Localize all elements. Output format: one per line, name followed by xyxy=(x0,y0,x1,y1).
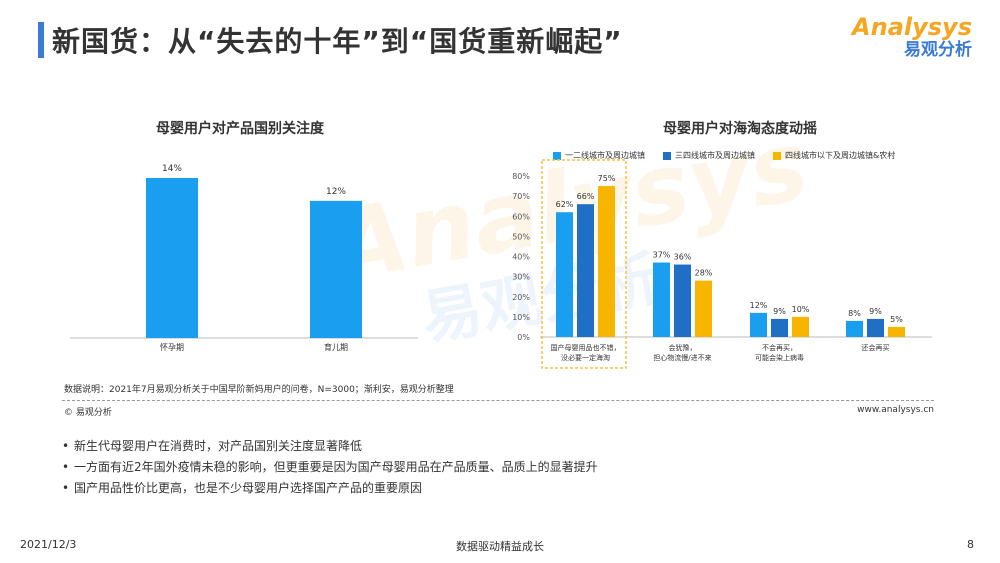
right-bar-s2-c2 xyxy=(674,264,691,337)
legend-item-2: 三四线城市及周边城镇 xyxy=(663,150,755,161)
legend-swatch-1 xyxy=(553,151,561,160)
highlight-box xyxy=(541,159,627,369)
data-note: 数据说明：2021年7月易观分析关于中国早阶新妈用户的问卷，N=3000；渐利安… xyxy=(64,385,454,395)
right-bar-s2-c1 xyxy=(577,204,594,337)
right-category-label-1-2: 没必要一定海淘 xyxy=(561,353,610,362)
right-category-label-1-1: 国产母婴用品也不错， xyxy=(551,343,621,352)
left-category-label-1: 怀孕期 xyxy=(160,342,184,352)
right-bar-s3-c4 xyxy=(888,326,905,337)
bullet-item: • 国产用品性价比更高，也是不少母婴用户选择国产产品的重要原因 xyxy=(62,481,423,495)
right-y-tick-3: 30% xyxy=(512,273,530,282)
right-bar-value-s2-c4: 9% xyxy=(869,307,882,316)
right-bar-s3-c3 xyxy=(792,316,809,337)
right-bar-value-s2-c3: 9% xyxy=(773,307,786,316)
copyright: © 易观分析 xyxy=(64,408,112,418)
divider xyxy=(62,400,934,402)
right-bar-value-s1-c1: 62% xyxy=(556,200,574,209)
right-bar-value-s2-c1: 66% xyxy=(577,192,595,201)
right-bar-s1-c2 xyxy=(653,262,670,337)
legend-swatch-3 xyxy=(773,151,781,160)
bullet-text-2: 一方面有近2年国外疫情未稳的影响，但更重要是因为国产母婴用品在产品质量、品质上的… xyxy=(74,460,598,474)
legend-swatch-2 xyxy=(663,151,671,160)
brand-logo: Analysys 易观分析 xyxy=(852,14,972,60)
right-y-tick-1: 10% xyxy=(512,313,530,322)
right-category-label-4-1: 还会再买 xyxy=(862,343,890,352)
legend-item-3: 四线城市以下及周边城镇&农村 xyxy=(773,150,895,161)
right-y-tick-7: 70% xyxy=(512,192,530,201)
right-bar-value-s3-c1: 75% xyxy=(598,174,616,183)
legend-label-1: 一二线城市及周边城镇 xyxy=(565,151,645,160)
right-y-tick-5: 50% xyxy=(512,232,530,241)
legend-label-2: 三四线城市及周边城镇 xyxy=(675,151,755,160)
bullet-text-3: 国产用品性价比更高，也是不少母婴用户选择国产产品的重要原因 xyxy=(74,481,423,495)
page-number: 8 xyxy=(967,538,974,551)
right-chart-title: 母婴用户对海淘态度动摇 xyxy=(663,121,817,137)
bullet-text-1: 新生代母婴用户在消费时，对产品国别关注度显著降低 xyxy=(74,439,363,453)
right-category-label-2-1: 会犹豫， xyxy=(669,343,697,352)
left-bar-1 xyxy=(146,178,198,338)
right-bar-value-s1-c3: 12% xyxy=(750,301,768,310)
right-bar-s2-c3 xyxy=(771,318,788,337)
right-bar-s3-c1 xyxy=(598,186,615,337)
right-bar-value-s1-c4: 8% xyxy=(848,309,861,318)
right-y-tick-4: 40% xyxy=(512,253,530,262)
right-bar-s3-c2 xyxy=(695,280,712,337)
right-bar-value-s3-c4: 5% xyxy=(890,315,903,324)
right-y-tick-2: 20% xyxy=(512,293,530,302)
right-bar-s1-c1 xyxy=(556,212,573,337)
bullet-list: • 新生代母婴用户在消费时，对产品国别关注度显著降低 • 一方面有近2年国外疫情未稳… xyxy=(62,436,598,499)
bullet-item: • 一方面有近2年国外疫情未稳的影响，但更重要是因为国产母婴用品在产品质量、品质上… xyxy=(62,460,598,474)
right-bar-s1-c4 xyxy=(846,320,863,337)
right-y-tick-8: 80% xyxy=(512,172,530,181)
right-bar-value-s3-c3: 10% xyxy=(792,305,810,314)
right-bar-s1-c3 xyxy=(750,312,767,337)
right-bar-value-s1-c2: 37% xyxy=(653,251,671,260)
footer-date: 2021/12/3 xyxy=(20,538,77,551)
right-bar-value-s2-c2: 36% xyxy=(674,253,692,262)
right-category-label-3-1: 不会再买， xyxy=(762,343,797,352)
page-title: 新国货：从“失去的十年”到“国货重新崛起” xyxy=(52,25,623,58)
left-bar-2 xyxy=(310,200,362,338)
website: www.analysys.cn xyxy=(857,405,934,415)
right-y-tick-6: 60% xyxy=(512,212,530,221)
title-accent-bar xyxy=(38,22,44,58)
left-bar-value-1: 14% xyxy=(162,164,182,174)
footer-slogan: 数据驱动精益成长 xyxy=(456,540,544,553)
left-category-label-2: 育儿期 xyxy=(324,342,348,352)
right-bar-value-s3-c2: 28% xyxy=(695,269,713,278)
right-category-label-3-2: 可能会染上病毒 xyxy=(755,353,804,362)
legend-item-1: 一二线城市及周边城镇 xyxy=(553,150,645,161)
right-chart-legend: 一二线城市及周边城镇 三四线城市及周边城镇 四线城市以下及周边城镇&农村 xyxy=(553,150,895,161)
right-category-label-2-2: 担心物流慢/进不来 xyxy=(653,353,711,362)
legend-label-3: 四线城市以下及周边城镇&农村 xyxy=(785,151,896,160)
left-bar-value-2: 12% xyxy=(326,187,346,197)
right-y-tick-0: 0% xyxy=(517,333,530,342)
brand-logo-cn: 易观分析 xyxy=(904,40,972,60)
brand-logo-en: Analysys xyxy=(852,13,972,41)
right-bar-s2-c4 xyxy=(867,318,884,337)
bullet-item: • 新生代母婴用户在消费时，对产品国别关注度显著降低 xyxy=(62,439,363,453)
left-chart-title: 母婴用户对产品国别关注度 xyxy=(156,121,324,137)
